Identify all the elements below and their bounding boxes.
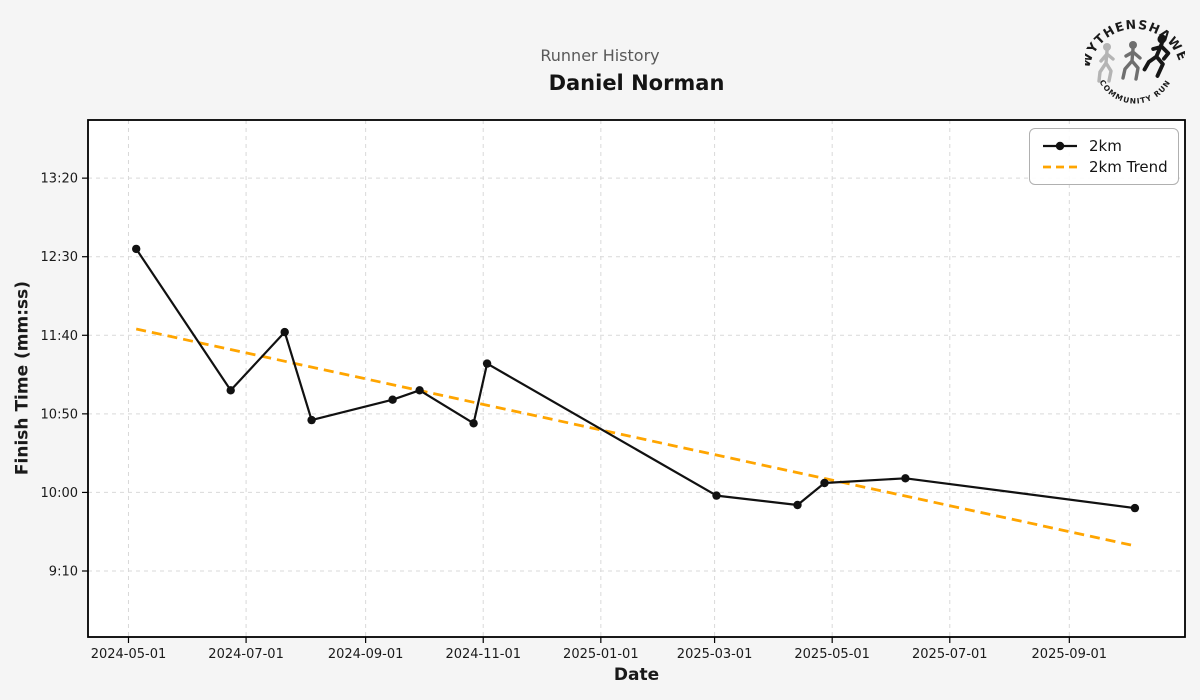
data-point	[793, 500, 802, 510]
x-tick-label: 2024-05-01	[91, 647, 167, 662]
legend-label-2km: 2km	[1089, 136, 1122, 155]
x-tick-label: 2025-07-01	[912, 647, 988, 662]
x-tick-label: 2024-11-01	[445, 647, 521, 662]
data-point	[820, 478, 829, 488]
legend-label-2km-trend: 2km Trend	[1089, 158, 1168, 177]
x-tick-label: 2025-05-01	[794, 647, 870, 662]
y-tick-label: 13:20	[41, 172, 78, 187]
x-tick-label: 2025-09-01	[1032, 647, 1108, 662]
data-point	[307, 415, 316, 425]
plot-area	[88, 120, 1185, 637]
x-tick-label: 2025-03-01	[677, 647, 753, 662]
y-tick-label: 10:50	[41, 407, 78, 422]
club-logo: WYTHENSHAWE COMMUNITY RUN	[1085, 17, 1185, 106]
y-tick-label: 12:30	[41, 250, 78, 265]
chart-suptitle: Runner History	[540, 46, 660, 65]
data-point	[132, 244, 141, 254]
legend: 2km 2km Trend	[1029, 128, 1179, 185]
data-point	[712, 491, 721, 500]
legend-line-swatch	[1043, 141, 1077, 150]
runner-icon	[1121, 41, 1142, 81]
runner-icon	[1142, 34, 1171, 78]
y-axis-label: Finish Time (mm:ss)	[12, 280, 33, 476]
x-tick-label: 2025-01-01	[563, 647, 639, 662]
trend-line	[135, 327, 1136, 548]
data-point	[482, 359, 492, 368]
y-tick-label: 9:10	[49, 565, 78, 580]
y-tick-label: 10:00	[41, 486, 78, 501]
page-title: Daniel Norman	[548, 71, 725, 95]
data-point	[280, 327, 289, 337]
x-tick-label: 2024-09-01	[328, 647, 404, 662]
legend-entry-2km: 2km	[1040, 137, 1168, 155]
data-point	[469, 419, 478, 428]
data-point	[1130, 503, 1140, 513]
y-tick-label: 11:40	[41, 329, 78, 344]
data-point	[226, 386, 235, 395]
runner-icon	[1097, 43, 1115, 83]
legend-dashed-swatch	[1043, 165, 1077, 169]
data-point	[388, 395, 397, 404]
x-axis-label: Date	[613, 665, 660, 685]
data-point	[901, 474, 910, 483]
legend-entry-2km-trend: 2km Trend	[1040, 158, 1168, 176]
axes-border	[87, 119, 1186, 638]
data-point	[415, 386, 424, 395]
x-tick-label: 2024-07-01	[208, 647, 284, 662]
